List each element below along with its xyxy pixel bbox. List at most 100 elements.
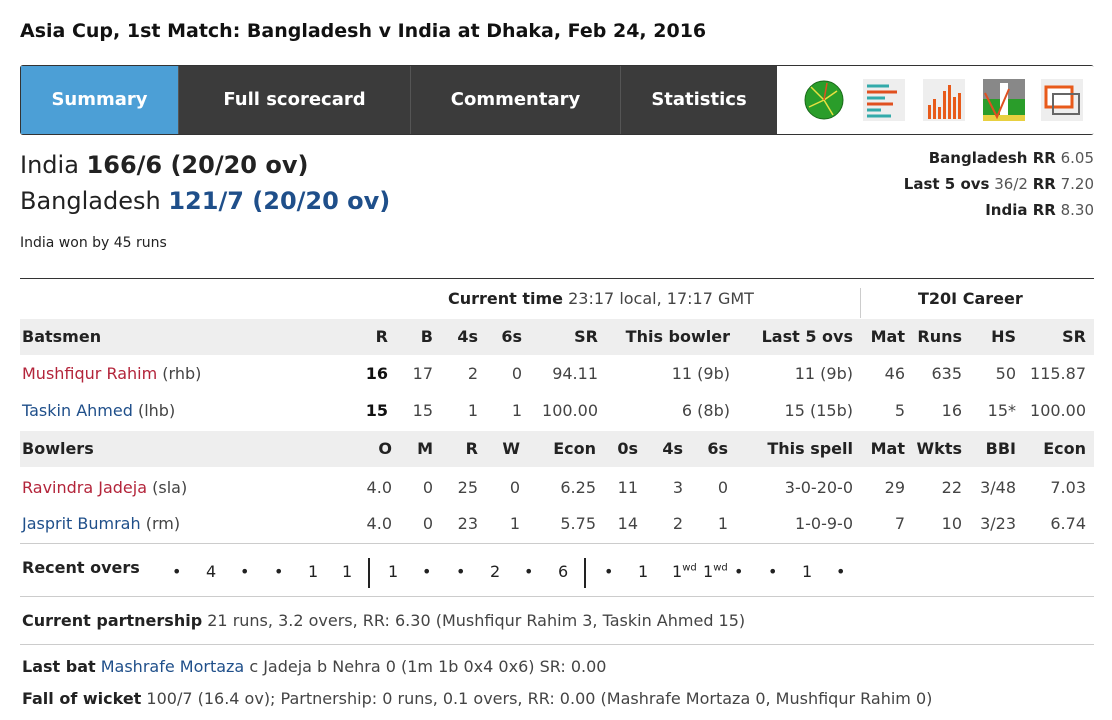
stat-cell: 17 [412, 364, 433, 383]
column-header: SR [574, 327, 598, 346]
match-title: Asia Cup, 1st Match: Bangladesh v India … [20, 20, 707, 42]
player-name-link[interactable]: Taskin Ahmed [22, 401, 133, 420]
last5-rr: Last 5 ovs 36/2 RR 7.20 [903, 175, 1094, 193]
last-bat-player-link[interactable]: Mashrafe Mortaza [100, 657, 245, 676]
last-bat: Last bat Mashrafe Mortaza c Jadeja b Neh… [22, 657, 607, 676]
ball-result: • [734, 562, 744, 581]
graph-icons [777, 66, 1095, 134]
tab-full-scorecard[interactable]: Full scorecard [179, 66, 411, 134]
stat-cell: 11 [617, 478, 638, 497]
column-header: Mat [870, 327, 905, 346]
ball-result: • [524, 562, 534, 581]
stat-cell: 4.0 [366, 514, 392, 533]
batsmen-header-row: Batsmen R B 4s 6s SR This bowler Last 5 ovs Mat R… [20, 319, 1094, 355]
ball-result: • [172, 562, 182, 581]
column-header: M [417, 439, 433, 458]
tab-statistics[interactable]: Statistics [651, 89, 747, 110]
stat-cell: 2 [467, 364, 478, 383]
column-header: 6s [501, 327, 522, 346]
stat-cell: 15 (15b) [784, 401, 853, 420]
stat-cell: 6.25 [560, 478, 596, 497]
tab-summary[interactable]: Summary [21, 66, 179, 134]
stat-cell: 6 (8b) [681, 401, 730, 420]
column-header: 0s [617, 439, 638, 458]
column-header: Batsmen [22, 327, 102, 346]
current-partnership: Current partnership 21 runs, 3.2 overs, … [22, 611, 746, 630]
stat-cell: 2 [672, 514, 683, 533]
manhattan-list-icon[interactable] [863, 79, 905, 121]
column-header: Econ [553, 439, 596, 458]
stat-cell: 0 [511, 364, 522, 383]
player-style: (lhb) [137, 401, 176, 420]
column-header: HS [991, 327, 1016, 346]
team2-score: 121/7 (20/20 ov) [168, 187, 391, 215]
column-header: R [465, 439, 478, 458]
stat-cell: 6.74 [1050, 514, 1086, 533]
stat-cell: 50 [995, 364, 1016, 383]
over-separator [584, 558, 586, 588]
column-header: W [502, 439, 520, 458]
player-cell: Ravindra Jadeja (sla) [22, 470, 187, 506]
bowlers-header-row: Bowlers O M R W Econ 0s 4s 6s This spell Mat Wkts BB… [20, 431, 1094, 467]
team1-score: 166/6 (20/20 ov) [86, 151, 309, 179]
bowler-row: Jasprit Bumrah (rm) 4.0 0 23 1 5.75 14 2 1 1-0-9-… [20, 506, 1094, 542]
stat-cell: 11 (9b) [794, 364, 853, 383]
wagon-wheel-icon[interactable] [803, 79, 845, 121]
column-header: This spell [767, 439, 853, 458]
windows-popup-icon[interactable] [1041, 79, 1083, 121]
stat-cell: 3/23 [980, 514, 1016, 533]
match-result: India won by 45 runs [20, 235, 167, 251]
stat-cell: 11 (9b) [671, 364, 730, 383]
stat-cell: 3 [672, 478, 683, 497]
stat-cell: 5 [894, 401, 905, 420]
ball-result: 1 [308, 562, 319, 581]
column-header: Econ [1043, 439, 1086, 458]
player-name-link[interactable]: Ravindra Jadeja [22, 478, 148, 497]
ball-result: • [604, 562, 614, 581]
column-header: This bowler [625, 327, 730, 346]
column-header: Last 5 ovs [761, 327, 853, 346]
player-cell: Jasprit Bumrah (rm) [22, 506, 180, 542]
worm-chart-icon[interactable] [983, 79, 1025, 121]
fall-of-wicket: Fall of wicket 100/7 (16.4 ov); Partners… [22, 689, 933, 708]
ball-result: 2 [490, 562, 501, 581]
stat-cell: 100.00 [542, 401, 598, 420]
stat-cell: 16 [941, 401, 962, 420]
batsman-row: Taskin Ahmed (lhb) 15 15 1 1 100.00 6 (8b) 15 (… [20, 393, 1094, 429]
team1-name: India [20, 151, 79, 179]
stat-cell: 1 [509, 514, 520, 533]
column-header: Bowlers [22, 439, 94, 458]
stat-cell: 635 [931, 364, 962, 383]
stat-cell: 1 [717, 514, 728, 533]
player-style: (sla) [152, 478, 188, 497]
ball-result: 1wd [703, 562, 728, 581]
stat-cell: 1 [511, 401, 522, 420]
bar-chart-icon[interactable] [923, 79, 965, 121]
stat-cell: 15 [365, 401, 388, 420]
stat-cell: 0 [509, 478, 520, 497]
ball-result: 6 [558, 562, 569, 581]
player-name-link[interactable]: Mushfiqur Rahim [22, 364, 158, 383]
team2-name: Bangladesh [20, 187, 161, 215]
player-style: (rm) [145, 514, 181, 533]
player-cell: Taskin Ahmed (lhb) [22, 393, 175, 429]
column-header: 6s [707, 439, 728, 458]
stat-cell: 94.11 [552, 364, 598, 383]
bowler-row: Ravindra Jadeja (sla) 4.0 0 25 0 6.25 11 3 0 3-0-… [20, 470, 1094, 506]
stat-cell: 7.03 [1050, 478, 1086, 497]
ball-result: 1wd [672, 562, 697, 581]
player-style: (rhb) [162, 364, 202, 383]
ball-result: • [836, 562, 846, 581]
stat-cell: 22 [941, 478, 962, 497]
tab-commentary[interactable]: Commentary [411, 66, 621, 134]
over-separator [368, 558, 370, 588]
player-name-link[interactable]: Jasprit Bumrah [22, 514, 141, 533]
stat-cell: 14 [617, 514, 638, 533]
stat-cell: 46 [884, 364, 905, 383]
stat-cell: 0 [422, 478, 433, 497]
stat-cell: 15 [412, 401, 433, 420]
ball-result: • [422, 562, 432, 581]
stat-cell: 5.75 [560, 514, 596, 533]
stat-cell: 15* [987, 401, 1016, 420]
column-header: 4s [457, 327, 478, 346]
